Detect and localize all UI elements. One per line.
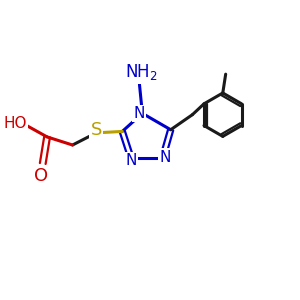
Text: HO: HO [4,116,27,130]
Text: N: N [133,106,145,121]
Text: O: O [34,167,48,185]
Text: N: N [125,153,137,168]
Text: S: S [91,121,102,139]
Text: N: N [160,149,171,164]
Text: NH$_2$: NH$_2$ [125,62,158,82]
